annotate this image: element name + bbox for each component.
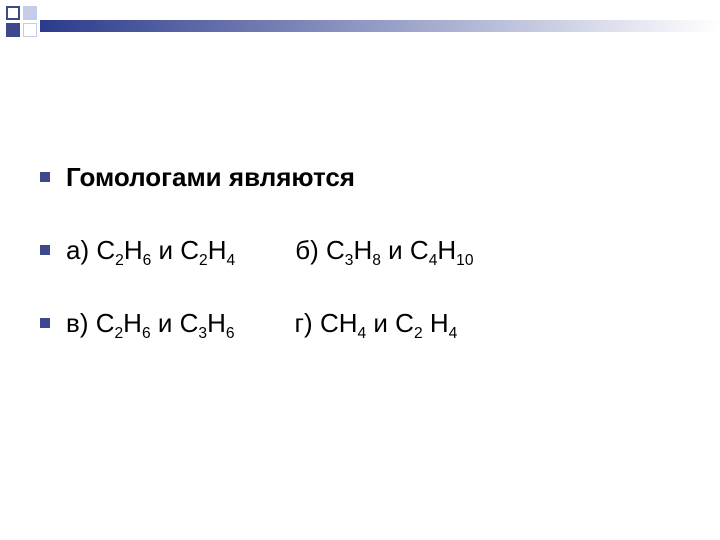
option-g: г) CH4 и C2 H4 <box>295 306 458 341</box>
chem-formula: CH4 и C2 H4 <box>320 308 457 338</box>
option-label: б) <box>295 235 319 265</box>
slide: Гомологами являются а) C2H6 и C2H4 б) C3… <box>0 0 720 540</box>
bullet-icon <box>40 172 50 182</box>
options-row-2: в) C2H6 и C3H6 г) CH4 и C2 H4 <box>40 306 680 341</box>
option-b: б) C3H8 и C4H10 <box>295 233 473 268</box>
question-title: Гомологами являются <box>66 160 355 195</box>
option-v: в) C2H6 и C3H6 <box>66 306 235 341</box>
option-label: а) <box>66 235 89 265</box>
option-a: а) C2H6 и C2H4 <box>66 233 235 268</box>
chem-formula: C3H8 и C4H10 <box>326 235 474 265</box>
bullet-icon <box>40 245 50 255</box>
options-row-1: а) C2H6 и C2H4 б) C3H8 и C4H10 <box>40 233 680 268</box>
option-label: г) <box>295 308 313 338</box>
header-accent-bar <box>40 20 720 32</box>
square-icon <box>23 6 37 20</box>
square-icon <box>6 23 20 37</box>
bullet-icon <box>40 318 50 328</box>
slide-content: Гомологами являются а) C2H6 и C2H4 б) C3… <box>40 160 680 379</box>
option-pair: а) C2H6 и C2H4 б) C3H8 и C4H10 <box>66 233 474 268</box>
option-label: в) <box>66 308 96 338</box>
option-pair: в) C2H6 и C3H6 г) CH4 и C2 H4 <box>66 306 457 341</box>
chem-formula: C2H6 и C3H6 <box>96 308 235 338</box>
square-icon <box>23 23 37 37</box>
square-icon <box>6 6 20 20</box>
question-title-line: Гомологами являются <box>40 160 680 195</box>
chem-formula: C2H6 и C2H4 <box>96 235 235 265</box>
corner-squares-icon <box>6 6 37 37</box>
